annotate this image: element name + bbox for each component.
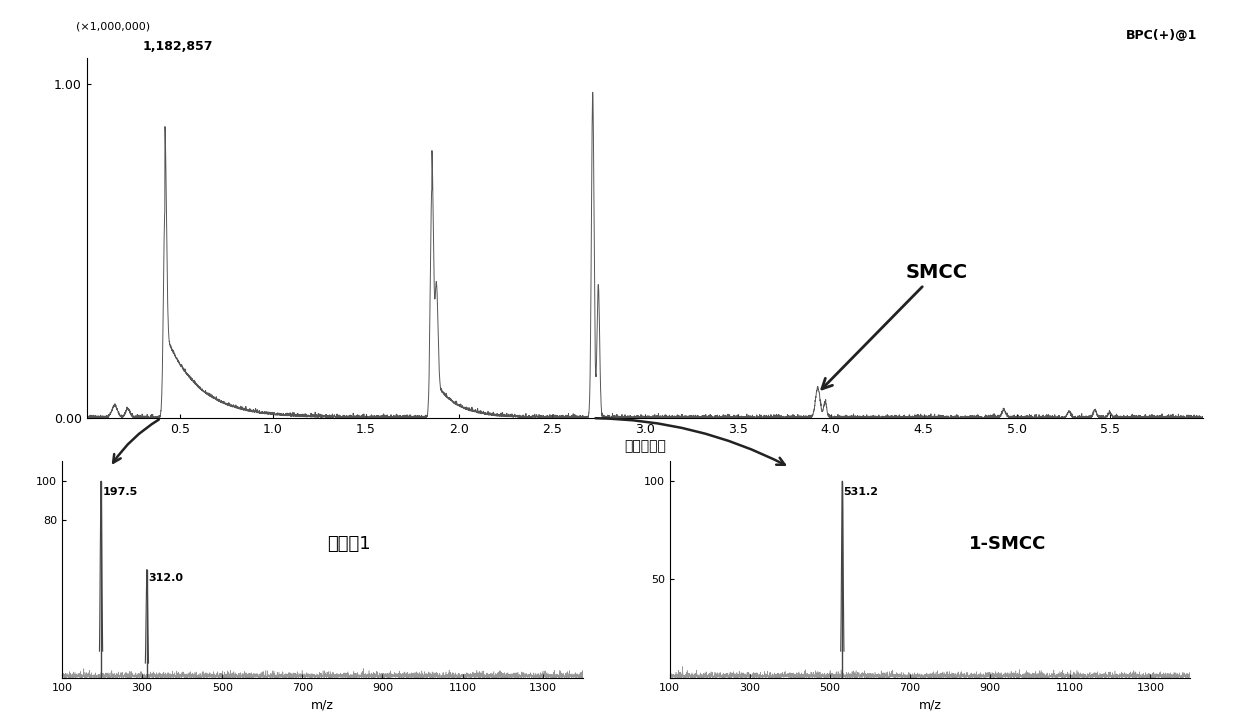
- X-axis label: m/z: m/z: [919, 698, 941, 711]
- Text: 197.5: 197.5: [102, 487, 138, 497]
- Text: SMCC: SMCC: [822, 263, 967, 389]
- Text: BPC(+)@1: BPC(+)@1: [1126, 29, 1198, 42]
- Text: 1-SMCC: 1-SMCC: [970, 535, 1047, 552]
- Text: (×1,000,000): (×1,000,000): [76, 22, 150, 32]
- Text: 531.2: 531.2: [843, 487, 879, 497]
- Text: 1,182,857: 1,182,857: [143, 40, 213, 53]
- Text: 化合眅1: 化合眅1: [326, 535, 371, 552]
- Text: 312.0: 312.0: [148, 572, 184, 583]
- X-axis label: 质谱色谱图: 质谱色谱图: [624, 439, 666, 453]
- X-axis label: m/z: m/z: [311, 698, 334, 711]
